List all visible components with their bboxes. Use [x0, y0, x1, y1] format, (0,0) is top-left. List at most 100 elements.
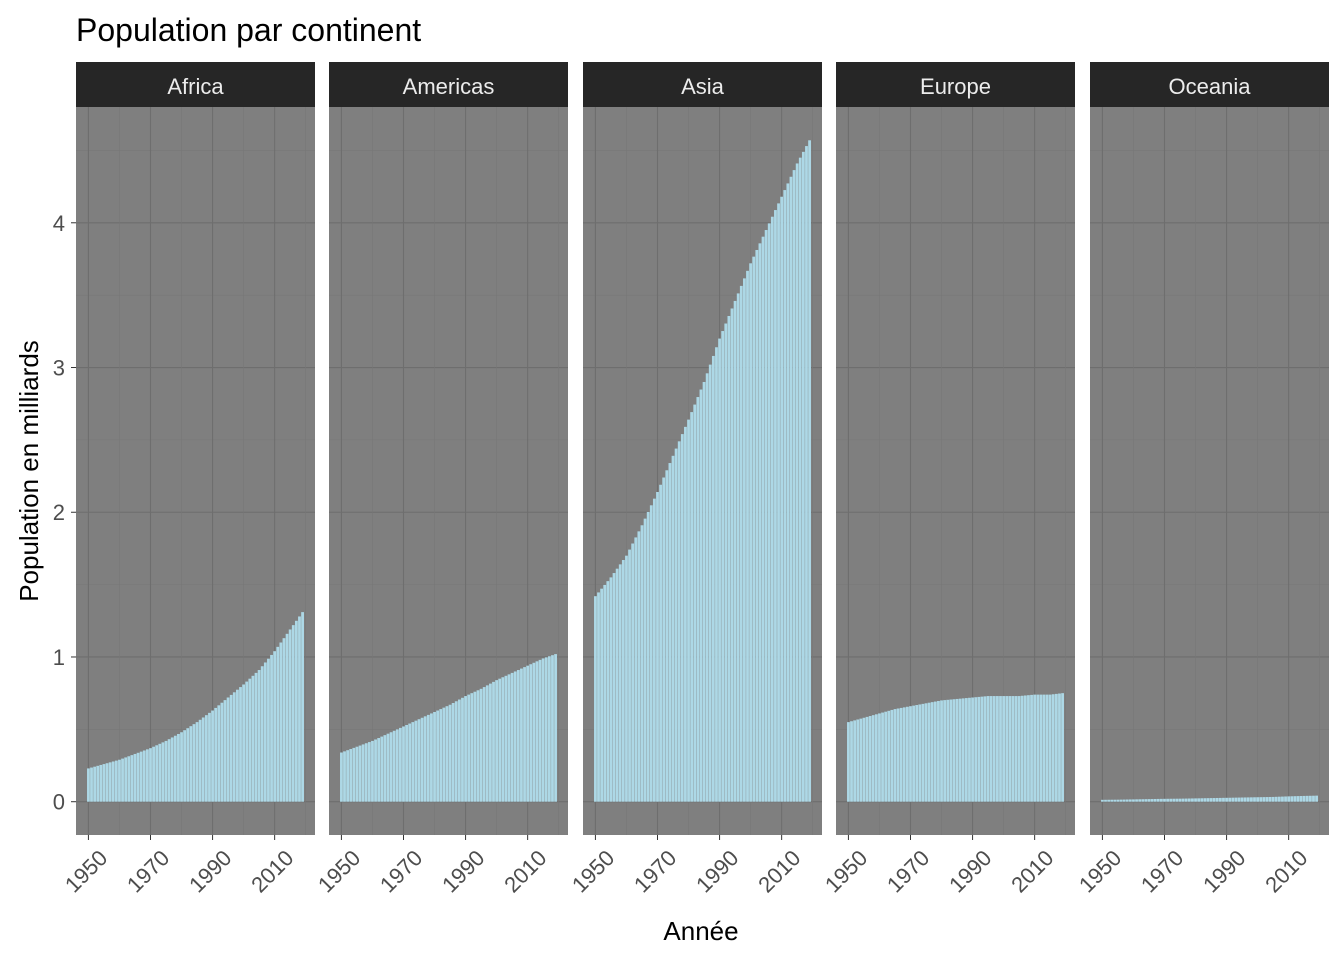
x-tick-label: 2010: [1006, 845, 1058, 897]
bar: [254, 672, 258, 802]
x-tick-label: 1970: [629, 845, 681, 897]
bar: [718, 338, 721, 802]
bar: [727, 315, 731, 802]
bar: [668, 463, 672, 802]
bar: [680, 434, 684, 802]
bar: [1206, 798, 1210, 802]
bar: [270, 654, 273, 802]
x-tick-label: 2010: [753, 845, 805, 897]
bar: [392, 730, 396, 802]
bar: [547, 656, 551, 802]
bar: [865, 716, 869, 802]
bar: [643, 518, 647, 802]
panel-background: [329, 107, 568, 835]
bar: [634, 537, 638, 802]
x-tick-label: 1950: [313, 845, 365, 897]
bar: [609, 577, 613, 802]
bar: [646, 511, 650, 802]
facet-strip: [76, 62, 315, 107]
bar: [301, 612, 304, 802]
bar: [1110, 799, 1114, 802]
bar: [1296, 796, 1300, 802]
bar: [282, 638, 286, 802]
bar: [189, 726, 193, 802]
x-tick-label: 1950: [567, 845, 619, 897]
bar: [792, 170, 796, 802]
y-tick-label: 3: [53, 356, 65, 381]
bar: [1209, 798, 1213, 802]
bar: [1005, 696, 1009, 802]
bar: [1191, 798, 1194, 802]
bar: [964, 698, 968, 802]
bar: [288, 629, 292, 802]
bar: [1203, 798, 1207, 802]
bar: [133, 753, 137, 802]
bar: [1042, 694, 1046, 802]
x-tick-label: 1950: [60, 845, 112, 897]
bar: [927, 702, 931, 802]
bar: [248, 678, 252, 802]
bar: [1113, 799, 1117, 802]
bar: [628, 549, 631, 802]
bar: [516, 670, 520, 802]
bar: [482, 687, 486, 802]
bar: [859, 718, 863, 802]
facet-label: Americas: [403, 74, 495, 99]
bar: [795, 163, 799, 802]
bar: [853, 720, 857, 802]
bar: [1054, 693, 1058, 802]
bar: [1169, 798, 1173, 802]
bar: [251, 675, 255, 802]
bar: [746, 270, 749, 802]
bar: [774, 210, 777, 802]
bar: [1308, 795, 1312, 802]
bar: [461, 697, 464, 802]
bar: [600, 588, 604, 802]
bar: [426, 714, 430, 802]
x-tick-label: 1970: [122, 845, 174, 897]
bar: [1051, 694, 1055, 802]
bar: [355, 746, 359, 802]
bar: [1039, 694, 1043, 802]
bar: [902, 707, 906, 802]
bar: [201, 717, 205, 802]
bar: [1132, 799, 1135, 802]
bar: [780, 196, 784, 802]
bar: [177, 733, 180, 802]
bar: [523, 667, 526, 802]
bar: [1125, 799, 1129, 802]
bar: [1045, 694, 1049, 802]
x-tick-label: 1970: [1136, 845, 1188, 897]
bar: [142, 750, 146, 802]
bar: [501, 677, 505, 802]
bar: [1259, 797, 1263, 802]
bar: [417, 719, 421, 802]
bar: [298, 616, 301, 802]
bar: [1020, 695, 1024, 802]
bar: [743, 278, 746, 802]
facet-strip: [583, 62, 822, 107]
bar: [615, 568, 619, 802]
bar: [395, 729, 399, 802]
bar: [442, 707, 446, 802]
x-tick-label: 2010: [1260, 845, 1312, 897]
bar: [214, 707, 218, 802]
facet-label: Oceania: [1169, 74, 1252, 99]
bar: [1237, 797, 1241, 802]
bar: [1218, 797, 1222, 802]
facet-panel-oceania: Oceania 1950 1970 1990 2010: [1074, 62, 1329, 897]
bar: [226, 697, 230, 802]
bar: [1225, 797, 1228, 802]
bar: [868, 716, 872, 802]
bar: [767, 223, 771, 802]
bar: [597, 592, 600, 802]
bar: [687, 419, 690, 802]
bar: [152, 746, 155, 802]
bar: [808, 140, 811, 802]
bar: [1290, 796, 1294, 802]
bar: [631, 543, 635, 802]
bar: [457, 699, 461, 802]
x-tick-label: 2010: [246, 845, 298, 897]
bar: [1265, 797, 1269, 802]
bar: [665, 470, 669, 802]
